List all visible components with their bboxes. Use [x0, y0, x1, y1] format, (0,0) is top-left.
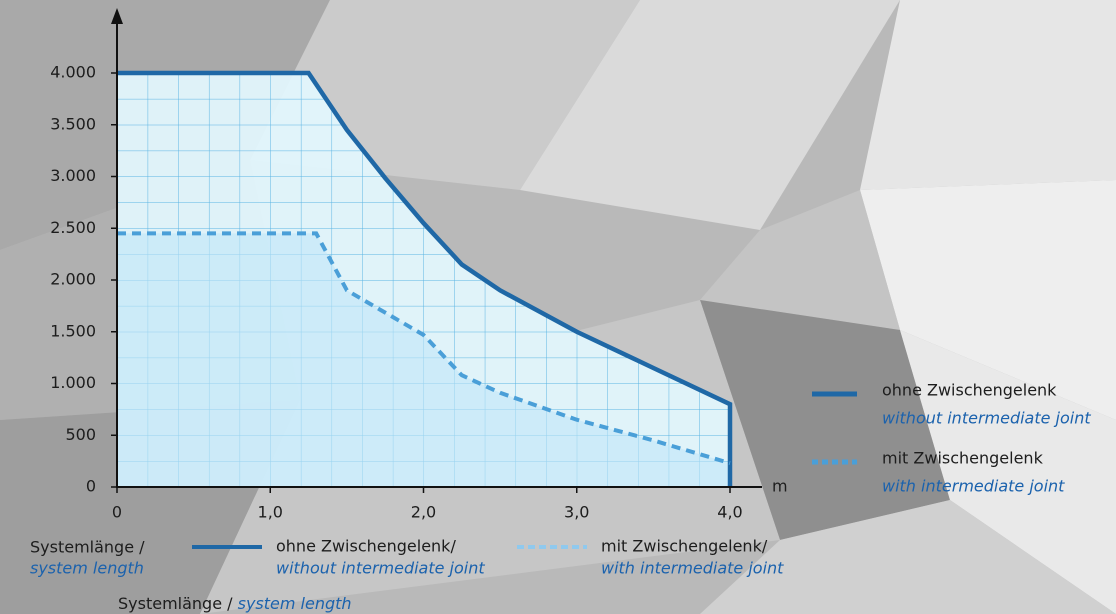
y-tick-label: 1.000: [50, 373, 96, 392]
y-tick-label: 2.000: [50, 270, 96, 289]
y-tick-label: 0: [86, 477, 96, 496]
x-unit: m: [772, 477, 788, 496]
series-line: [117, 70, 733, 487]
y-tick-label: 4.000: [50, 63, 96, 82]
plot: [117, 70, 733, 487]
footer: Systemlänge / system length: [118, 594, 352, 613]
x-label: Systemlänge /: [30, 538, 145, 557]
legend-label-en: with intermediate joint: [882, 477, 1065, 496]
x-tick-label: 4,0: [717, 503, 742, 522]
axes: [111, 8, 762, 488]
legend-label: mit Zwischengelenk/: [601, 537, 768, 556]
legend-label-en: with intermediate joint: [601, 559, 784, 578]
y-tick-label: 3.000: [50, 166, 96, 185]
footer-en: system length: [238, 594, 352, 613]
x-tick-label: 3,0: [564, 503, 589, 522]
x-tick-label: 2,0: [411, 503, 436, 522]
y-tick-label: 2.500: [50, 218, 96, 237]
legend-label: mit Zwischengelenk: [882, 449, 1044, 468]
series-line: [117, 231, 731, 466]
y-tick-label: 1.500: [50, 321, 96, 340]
y-tick-label: 3.500: [50, 114, 96, 133]
x-tick-label: 1,0: [258, 503, 283, 522]
legend-label-en: without intermediate joint: [276, 559, 485, 578]
x-label-en: system length: [30, 559, 144, 578]
legend-label: ohne Zwischengelenk/: [276, 537, 456, 556]
y-tick-label: 500: [65, 425, 96, 444]
x-tick-label: 0: [112, 503, 122, 522]
footer-de: Systemlänge /: [118, 594, 238, 613]
legend-label-en: without intermediate joint: [882, 409, 1091, 428]
area-fill: [117, 233, 730, 487]
legend-label: ohne Zwischengelenk: [882, 381, 1057, 400]
